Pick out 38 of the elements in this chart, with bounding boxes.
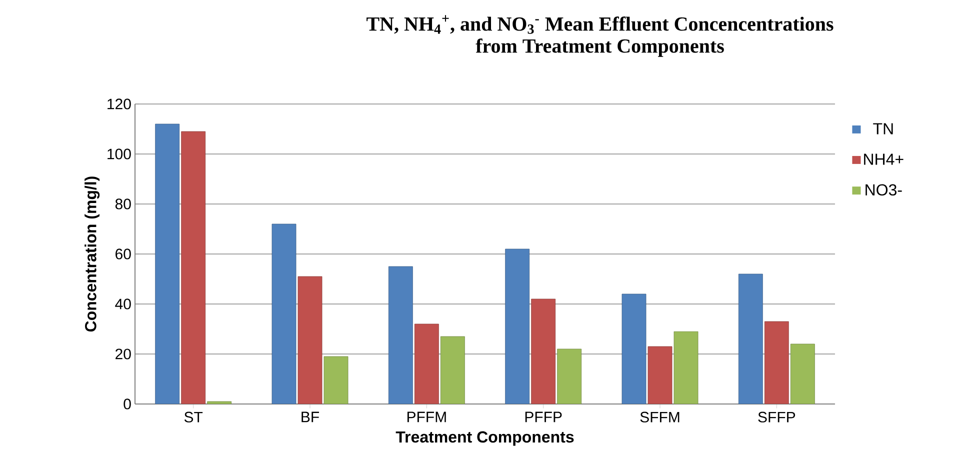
- y-tick-label: 20: [116, 348, 131, 360]
- y-tick-label: 100: [108, 148, 131, 160]
- x-tick-label: BF: [302, 412, 319, 422]
- bar: [155, 124, 180, 404]
- bar: [790, 344, 815, 404]
- bar: [648, 346, 672, 404]
- bar: [674, 331, 698, 404]
- y-axis-title: Concentration (mg/l): [84, 176, 100, 332]
- y-tick-label: 40: [115, 298, 131, 310]
- legend-label: TN: [873, 123, 893, 134]
- bar: [181, 131, 206, 404]
- chart-subtitle: from Treatment Components: [476, 38, 724, 57]
- chart-title: TN, NH$_{4}$$^{+}$, and NO$_{3}$$^{-}$ Mean Effluent Concencentrations: [366, 15, 834, 34]
- bar: [298, 276, 322, 404]
- bar: [388, 266, 413, 404]
- bar: [622, 294, 646, 404]
- y-tick-label: 0: [124, 398, 131, 410]
- bar: [207, 401, 232, 404]
- bar: [557, 348, 582, 404]
- y-tick-label: 80: [115, 198, 131, 210]
- x-tick-label: PFFP: [525, 412, 562, 422]
- bar: [764, 321, 789, 404]
- y-tick-label: 60: [116, 248, 131, 260]
- y-tick-label: 120: [108, 98, 131, 110]
- bar: [272, 224, 296, 404]
- x-tick-label: SFFM: [640, 412, 680, 422]
- bar: [414, 324, 439, 404]
- legend-label: NH4+: [864, 154, 904, 165]
- x-tick-label: ST: [184, 412, 203, 422]
- x-axis-title: Treatment Components: [396, 431, 574, 446]
- bar: [531, 298, 556, 404]
- bar: [738, 274, 763, 404]
- bar: [505, 248, 530, 404]
- bar: [324, 356, 348, 404]
- bar: [440, 336, 465, 404]
- legend-label: NO3-: [866, 184, 902, 196]
- x-tick-label: PFFM: [407, 412, 446, 422]
- x-tick-label: SFFP: [758, 412, 796, 422]
